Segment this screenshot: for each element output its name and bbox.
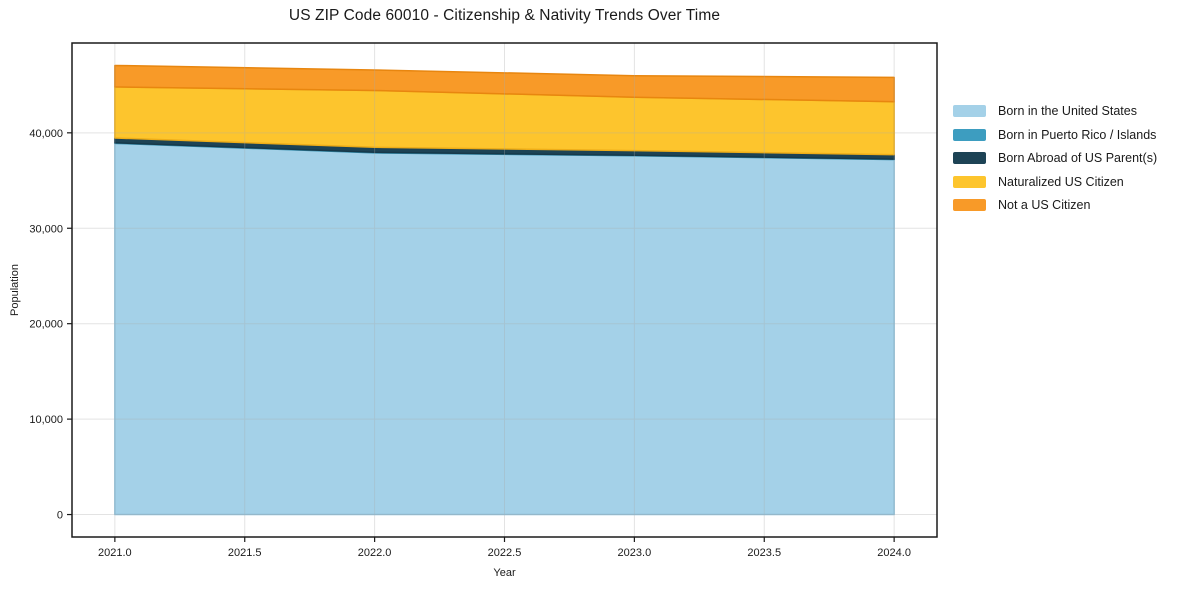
legend-swatch xyxy=(953,175,986,188)
area-not-a-us-citizen xyxy=(114,64,895,103)
y-tick-label: 20,000 xyxy=(29,319,63,331)
x-tick-label: 2021.0 xyxy=(98,547,132,559)
legend-label: Born in Puerto Rico / Islands xyxy=(998,127,1157,142)
legend-label: Born Abroad of US Parent(s) xyxy=(998,151,1158,165)
legend-swatch xyxy=(953,105,986,117)
x-axis-label: Year xyxy=(493,567,516,579)
y-tick-label: 0 xyxy=(57,510,63,522)
legend-item-naturalized: Naturalized US Citizen xyxy=(953,174,1157,189)
y-axis-label: Population xyxy=(9,264,21,316)
y-tick-label: 30,000 xyxy=(29,223,63,235)
y-tick-label: 40,000 xyxy=(29,128,63,140)
x-tick-label: 2022.5 xyxy=(488,547,522,559)
x-tick-label: 2021.5 xyxy=(228,547,262,559)
chart-title: US ZIP Code 60010 - Citizenship & Nativi… xyxy=(288,7,721,24)
x-tick-label: 2023.0 xyxy=(618,547,652,559)
legend-item-born-pr-islands: Born in Puerto Rico / Islands xyxy=(953,127,1157,142)
legend: Born in the United States Born in Puerto… xyxy=(953,105,1157,223)
legend-label: Not a US Citizen xyxy=(998,198,1091,212)
legend-swatch xyxy=(953,128,986,141)
legend-swatch xyxy=(953,152,986,164)
y-tick-label: 10,000 xyxy=(29,414,63,426)
legend-item-born-abroad: Born Abroad of US Parent(s) xyxy=(953,152,1157,164)
x-tick-label: 2022.0 xyxy=(358,547,392,559)
x-tick-label: 2024.0 xyxy=(877,547,911,559)
legend-label: Naturalized US Citizen xyxy=(998,174,1124,189)
x-tick-label: 2023.5 xyxy=(747,547,781,559)
legend-item-not-citizen: Not a US Citizen xyxy=(953,199,1157,211)
legend-label: Born in the United States xyxy=(998,104,1137,118)
legend-item-born-us: Born in the United States xyxy=(953,105,1157,117)
legend-swatch xyxy=(953,199,986,211)
grid xyxy=(72,43,937,537)
